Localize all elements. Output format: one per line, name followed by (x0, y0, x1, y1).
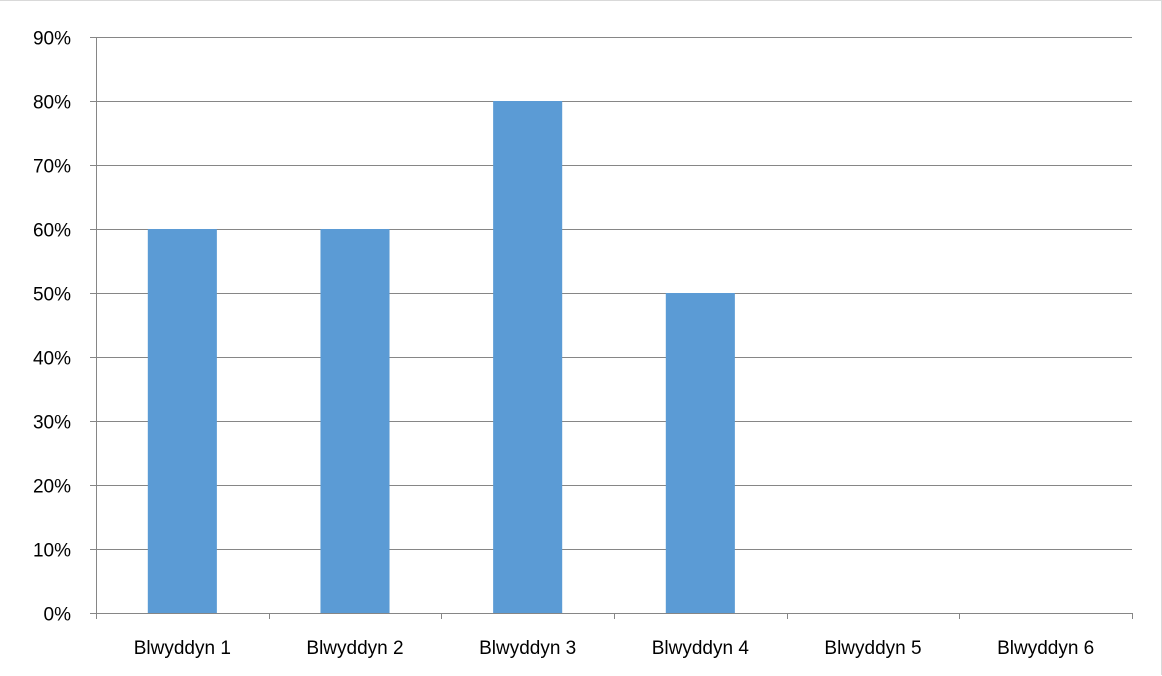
axes (90, 37, 1133, 619)
y-tick-label: 20% (33, 477, 71, 498)
x-tick-label: Blwyddyn 3 (479, 638, 576, 659)
x-tick-label: Blwyddyn 2 (306, 638, 403, 659)
y-tick-label: 30% (33, 413, 71, 434)
y-tick-label: 10% (33, 541, 71, 562)
y-tick-labels: 0% 10% 20% 30% 40% 50% 60% 70% 80% 90% (33, 29, 71, 626)
gridlines (96, 37, 1132, 550)
y-tick-label: 90% (33, 29, 71, 50)
y-tick-label: 50% (33, 285, 71, 306)
bars (147, 101, 735, 613)
x-tick-label: Blwyddyn 4 (652, 638, 750, 659)
x-tick-label: Blwyddyn 6 (997, 638, 1094, 659)
y-tick-label: 70% (33, 157, 71, 178)
bar (320, 229, 390, 613)
x-tick-label: Blwyddyn 1 (134, 638, 231, 659)
x-tick-label: Blwyddyn 5 (824, 638, 921, 659)
x-tick-labels: Blwyddyn 1 Blwyddyn 2 Blwyddyn 3 Blwyddyn 4… (134, 638, 1095, 659)
bar (147, 229, 217, 613)
bar (493, 101, 563, 613)
bar (665, 293, 735, 613)
y-tick-label: 80% (33, 93, 71, 114)
y-tick-label: 40% (33, 349, 71, 370)
y-tick-label: 60% (33, 221, 71, 242)
y-tick-label: 0% (44, 605, 72, 626)
